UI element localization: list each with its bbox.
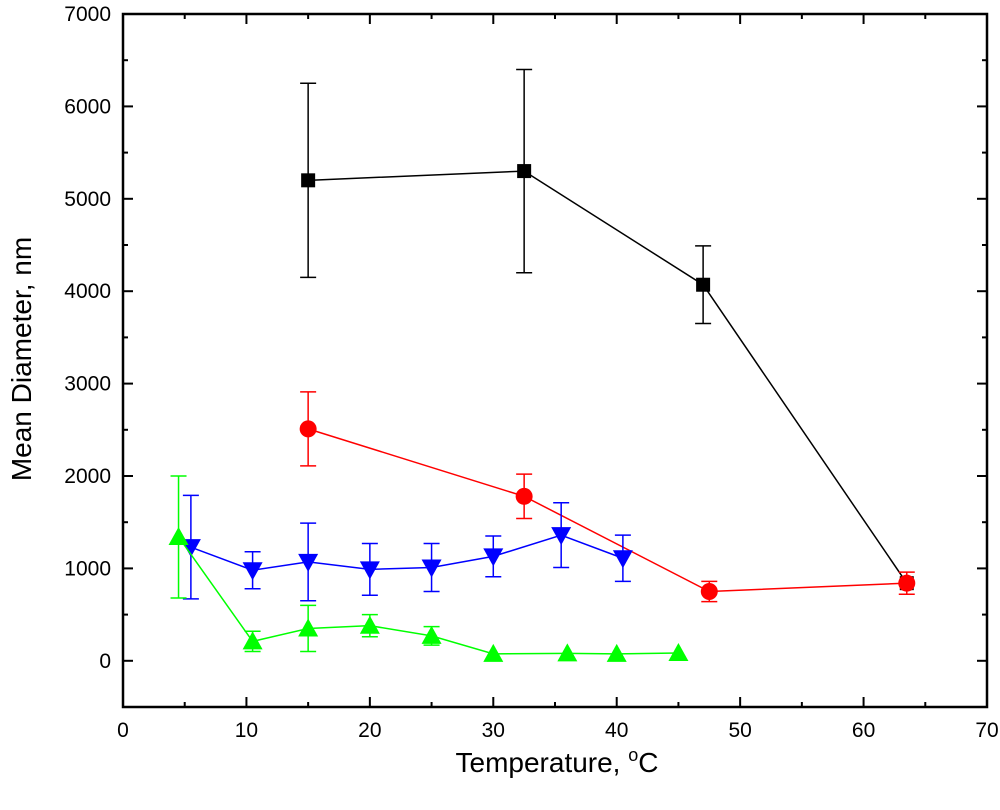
- data-point: [299, 420, 317, 438]
- x-tick-label: 40: [605, 719, 628, 742]
- data-point: [668, 642, 689, 661]
- data-point: [483, 643, 504, 662]
- x-axis-title: Temperature, oC: [456, 745, 659, 778]
- data-point: [421, 625, 442, 644]
- y-tick-label: 6000: [64, 95, 111, 118]
- x-tick-label: 50: [728, 719, 751, 742]
- data-point: [298, 618, 319, 637]
- x-tick-label: 20: [358, 719, 381, 742]
- data-point: [517, 164, 532, 179]
- data-point: [606, 643, 627, 662]
- data-point: [557, 643, 578, 662]
- y-tick-label: 0: [99, 650, 111, 673]
- data-point: [421, 559, 442, 578]
- data-point: [242, 562, 263, 581]
- y-tick-label: 1000: [64, 557, 111, 580]
- y-axis-title: Mean Diameter, nm: [6, 237, 37, 481]
- data-point: [359, 615, 380, 634]
- series-square: [300, 68, 914, 591]
- axis-ticks: [122, 13, 988, 708]
- y-tick-label: 3000: [64, 373, 111, 396]
- x-tick-label: 10: [235, 719, 258, 742]
- x-tick-label: 60: [852, 719, 875, 742]
- y-tick-label: 2000: [64, 465, 111, 488]
- x-tick-label: 0: [117, 719, 129, 742]
- data-point: [696, 277, 711, 292]
- series-circle: [299, 391, 916, 603]
- x-tick-label: 70: [975, 719, 998, 742]
- data-point: [298, 553, 319, 572]
- data-point: [612, 550, 633, 569]
- x-tick-label: 30: [482, 719, 505, 742]
- data-point: [359, 561, 380, 580]
- data-point: [301, 173, 316, 188]
- data-point: [898, 574, 916, 592]
- plot-series: [168, 68, 916, 662]
- series-triangle-down: [180, 494, 633, 602]
- series-line: [308, 170, 908, 584]
- series-triangle-up: [168, 475, 689, 662]
- data-point: [242, 631, 263, 650]
- plot-frame: [121, 12, 989, 709]
- y-tick-label: 5000: [64, 188, 111, 211]
- series-line: [190, 534, 624, 572]
- data-point: [700, 583, 718, 600]
- data-point: [168, 526, 189, 545]
- data-point: [551, 527, 572, 546]
- data-point: [515, 487, 533, 505]
- series-line: [307, 428, 907, 593]
- data-point: [483, 548, 504, 567]
- axis-tick-labels: 0 10 20 30 40 50 60 70 0 1000 2000 3000 4000 5000 6000…: [64, 3, 998, 742]
- y-tick-label: 4000: [64, 280, 111, 303]
- y-tick-label: 7000: [64, 3, 111, 26]
